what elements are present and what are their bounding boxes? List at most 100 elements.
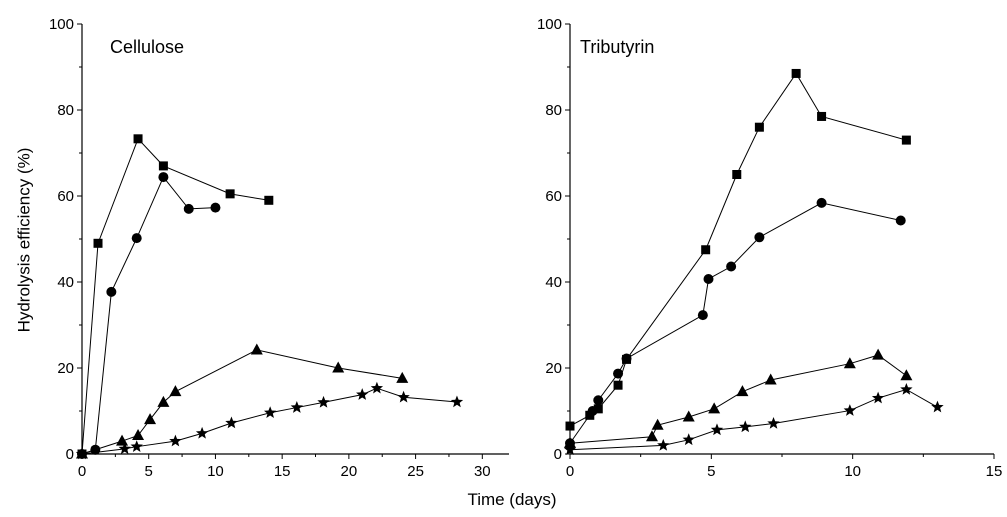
tributyrin-series-star: [563, 383, 944, 455]
cellulose-point-triangle: [116, 434, 129, 446]
tributyrin-x-tick-label: 15: [986, 463, 1003, 480]
cellulose-point-star: [290, 401, 304, 413]
tributyrin-y-tick-label: 100: [537, 16, 562, 33]
cellulose-point-circle: [131, 233, 142, 244]
cellulose-point-circle: [106, 286, 117, 297]
cellulose-series-triangle: [76, 343, 409, 459]
tributyrin-point-triangle: [764, 373, 777, 385]
tributyrin-point-circle: [726, 261, 737, 272]
cellulose-x-tick-label: 0: [78, 463, 86, 480]
cellulose-point-circle: [210, 202, 221, 213]
cellulose-x-tick-label: 20: [341, 463, 358, 480]
tributyrin-y-tick-label: 80: [545, 102, 562, 119]
cellulose-point-star: [317, 395, 330, 408]
tributyrin-point-star: [900, 383, 913, 395]
cellulose-x-tick-label: 15: [274, 463, 291, 480]
cellulose-y-tick-label: 20: [57, 360, 74, 377]
tributyrin-point-circle: [621, 353, 632, 364]
cellulose-point-square: [225, 189, 235, 199]
cellulose-point-square: [133, 134, 143, 144]
tributyrin-y-tick-label: 40: [545, 274, 562, 291]
tributyrin-point-circle: [613, 368, 624, 379]
tributyrin-point-square: [901, 135, 911, 145]
tributyrin-point-triangle: [736, 385, 749, 397]
cellulose-point-circle: [183, 203, 194, 214]
cellulose-x-tick-label: 5: [145, 463, 153, 480]
x-axis-title: Time (days): [467, 490, 556, 509]
tributyrin-point-circle: [703, 273, 714, 284]
cellulose-series-line-square: [81, 137, 269, 455]
cellulose-x-tick-label: 10: [207, 463, 224, 480]
tributyrin-point-circle: [895, 215, 906, 226]
cellulose-y-tick-label: 100: [49, 16, 74, 33]
tributyrin-series-triangle: [564, 348, 913, 448]
tributyrin-panel: 0 20 40 60 80 100 0 5 10 15 Tributyrin: [537, 16, 1002, 480]
cellulose-point-star: [130, 440, 143, 452]
cellulose-point-star: [370, 381, 384, 394]
tributyrin-y-tick-label: 0: [554, 446, 562, 463]
tributyrin-point-circle: [754, 232, 765, 243]
tributyrin-point-triangle: [843, 357, 856, 369]
tributyrin-point-star: [657, 438, 670, 451]
tributyrin-point-triangle: [872, 348, 885, 360]
cellulose-title: Cellulose: [110, 37, 184, 57]
cellulose-point-square: [158, 161, 168, 171]
tributyrin-point-circle: [593, 395, 604, 406]
tributyrin-point-star: [710, 423, 724, 436]
tributyrin-point-square: [817, 111, 827, 121]
tributyrin-y-tick-label: 60: [545, 188, 562, 205]
cellulose-point-triangle: [132, 429, 145, 441]
tributyrin-point-square: [593, 404, 603, 414]
cellulose-point-star: [195, 426, 209, 439]
cellulose-point-square: [93, 238, 103, 248]
tributyrin-point-triangle: [564, 436, 576, 448]
cellulose-point-star: [225, 416, 238, 429]
cellulose-panel: 0 20 40 60 80 100 0 5 10 15 20 25 30 Cellulose: [49, 16, 509, 480]
cellulose-x-tick-label: 25: [407, 463, 424, 480]
tributyrin-series-line-triangle: [569, 354, 907, 444]
tributyrin-point-star: [931, 400, 944, 413]
tributyrin-point-square: [701, 245, 711, 255]
cellulose-point-triangle: [250, 343, 263, 355]
tributyrin-point-circle: [697, 310, 708, 321]
tributyrin-point-star: [767, 416, 780, 429]
cellulose-point-square: [264, 195, 274, 205]
tributyrin-series-line-circle: [569, 202, 901, 444]
tributyrin-point-star: [871, 391, 885, 404]
tributyrin-point-star: [739, 420, 752, 433]
tributyrin-point-square: [791, 68, 801, 78]
tributyrin-point-square: [565, 421, 575, 431]
cellulose-y-tick-label: 0: [66, 446, 74, 463]
tributyrin-point-circle: [816, 197, 827, 208]
tributyrin-series-line-star: [569, 388, 938, 451]
cellulose-point-triangle: [157, 395, 170, 407]
cellulose-series-square: [77, 134, 274, 459]
tributyrin-point-star: [563, 443, 577, 455]
cellulose-point-triangle: [332, 361, 345, 373]
cellulose-point-triangle: [169, 385, 182, 397]
cellulose-series-line-circle: [81, 176, 216, 455]
tributyrin-x-tick-label: 10: [844, 463, 861, 480]
y-axis-title: Hydrolysis efficiency (%): [14, 148, 33, 333]
tributyrin-point-circle: [587, 406, 598, 416]
cellulose-series-star: [75, 381, 464, 460]
cellulose-point-triangle: [396, 371, 409, 383]
cellulose-y-tick-label: 80: [57, 102, 74, 119]
tributyrin-point-star: [843, 404, 857, 416]
cellulose-point-star: [397, 390, 410, 403]
tributyrin-point-star: [682, 433, 695, 446]
cellulose-point-star: [450, 395, 464, 408]
cellulose-x-tick-label: 30: [474, 463, 491, 480]
tributyrin-point-triangle: [645, 430, 658, 442]
tributyrin-x-tick-label: 5: [707, 463, 715, 480]
tributyrin-point-triangle: [682, 410, 695, 422]
tributyrin-x-tick-label: 0: [566, 463, 574, 480]
tributyrin-point-triangle: [651, 418, 664, 430]
cellulose-y-tick-label: 40: [57, 274, 74, 291]
cellulose-series-line-triangle: [81, 349, 403, 455]
cellulose-point-star: [356, 388, 369, 400]
cellulose-point-star: [75, 447, 89, 460]
cellulose-point-star: [118, 442, 131, 455]
tributyrin-point-square: [732, 170, 742, 179]
